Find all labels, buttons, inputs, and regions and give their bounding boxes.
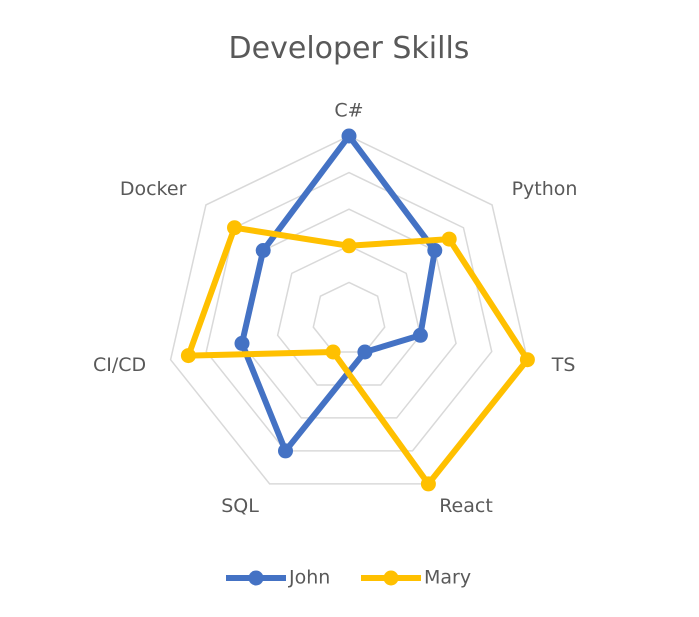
category-label: CI/CD: [93, 354, 146, 376]
data-point: [180, 348, 196, 364]
data-point: [341, 238, 357, 254]
category-label: React: [439, 495, 493, 517]
grid: [169, 135, 529, 485]
legend-label: John: [288, 567, 330, 589]
legend: John Mary: [226, 567, 471, 589]
series-line: [238, 133, 438, 454]
legend-item-mary: Mary: [361, 567, 471, 589]
data-point: [234, 335, 250, 351]
category-label: Docker: [120, 178, 187, 200]
data-point: [278, 443, 293, 459]
data-point: [420, 476, 436, 492]
legend-item-john: John: [226, 567, 330, 589]
category-label: Python: [512, 178, 578, 200]
grid-ring-5: [169, 135, 529, 485]
data-point: [325, 344, 341, 360]
legend-marker: [248, 570, 264, 586]
data-point: [412, 327, 428, 343]
series-line: [185, 224, 531, 487]
category-label: C#: [334, 100, 363, 122]
data-point: [341, 128, 357, 144]
series-john: [234, 128, 443, 459]
grid-ring-1: [312, 281, 386, 353]
data-point: [227, 220, 242, 236]
grid-ring-2: [276, 244, 422, 386]
data-point: [519, 352, 535, 368]
data-point: [255, 243, 271, 258]
legend-marker: [383, 570, 399, 586]
data-point: [441, 231, 457, 247]
data-point: [357, 344, 373, 360]
legend-label: Mary: [424, 567, 471, 589]
data-point: [427, 243, 443, 258]
category-labels: C# Python TS React SQL CI/CD Docker: [93, 100, 577, 517]
chart-title: Developer Skills: [229, 31, 470, 66]
series-layer: [180, 128, 535, 492]
category-label: SQL: [221, 495, 259, 517]
series-mary: [180, 220, 535, 492]
category-label: TS: [551, 354, 576, 376]
